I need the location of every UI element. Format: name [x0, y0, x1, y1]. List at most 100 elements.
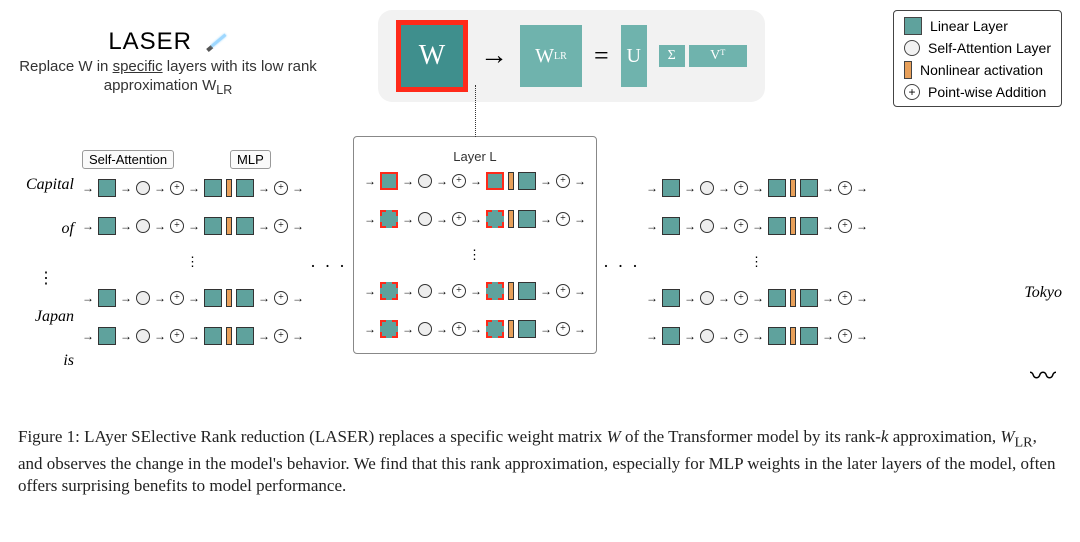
nonlinear-icon [508, 282, 514, 300]
self-attention-icon [418, 174, 432, 188]
self-attention-icon [700, 219, 714, 233]
pointwise-add-icon: + [904, 84, 920, 100]
legend-label-add: Point-wise Addition [928, 84, 1046, 100]
linear-layer-icon [800, 217, 818, 235]
pointwise-add-icon: + [556, 284, 570, 298]
arrow-icon: → [540, 322, 552, 337]
arrow-icon: → [752, 219, 764, 234]
arrow-icon: → [574, 212, 586, 227]
output-waveform-icon: 〰 [1030, 356, 1056, 393]
VT-label: Vᵀ [710, 48, 725, 64]
vdots: ⋮ [364, 243, 586, 267]
self-attention-icon [136, 291, 150, 305]
pointwise-add-icon: + [274, 291, 288, 305]
linear-layer-icon [800, 289, 818, 307]
WLR-label: W [535, 45, 554, 68]
U-label: U [626, 45, 640, 68]
linear-layer-icon [236, 179, 254, 197]
legend-row-add: + Point-wise Addition [904, 84, 1051, 100]
arrow-icon: → [436, 284, 448, 299]
arrow-icon: → [258, 291, 270, 306]
arrow-icon: → [402, 284, 414, 299]
arrow-icon: → [364, 284, 376, 299]
arrow-icon: → [258, 219, 270, 234]
Sigma-matrix: Σ [659, 45, 685, 67]
linear-layer-icon [662, 217, 680, 235]
U-matrix: U [621, 25, 647, 87]
arrow-icon: → [856, 219, 868, 234]
arrow-icon: → [436, 212, 448, 227]
linear-layer-icon [518, 172, 536, 190]
arrow-icon: → [82, 219, 94, 234]
arrow-icon: → [574, 322, 586, 337]
linear-layer-icon [204, 179, 222, 197]
subtitle-underlined: specific [113, 58, 163, 75]
arrow-icon: → [718, 291, 730, 306]
arrow-icon: → [364, 212, 376, 227]
linear-layer-icon [98, 289, 116, 307]
arrow-icon: → [188, 291, 200, 306]
linear-layer-icon [518, 320, 536, 338]
linear-layer-icon [204, 327, 222, 345]
arrow-icon: → [470, 284, 482, 299]
caption-WLR: W [1000, 427, 1014, 446]
laser-title-block: LASER Replace W in specific layers with … [18, 10, 318, 98]
arrow-icon: → [120, 181, 132, 196]
arrow-icon: → [258, 181, 270, 196]
arrow-icon: → [856, 329, 868, 344]
self-attention-icon [418, 212, 432, 226]
layer-block-1: Self-AttentionMLP→→→+→→+→→→→+→→+→⋮→→→+→→… [82, 136, 304, 350]
layer-blocks-row: Self-AttentionMLP→→→+→→+→→→→+→→+→⋮→→→+→→… [82, 136, 1002, 416]
arrow-icon: → [120, 291, 132, 306]
nonlinear-icon [226, 179, 232, 197]
arrow-icon: → [684, 291, 696, 306]
WLR-sub: LR [554, 51, 567, 62]
linear-layer-icon [380, 282, 398, 300]
caption-laser: LASER [315, 427, 369, 446]
sa-mlp-labels: Self-AttentionMLP [82, 150, 271, 169]
pointwise-add-icon: + [170, 291, 184, 305]
pointwise-add-icon: + [170, 181, 184, 195]
arrow-icon: → [82, 181, 94, 196]
linear-layer-icon [800, 327, 818, 345]
arrow-icon: → [540, 174, 552, 189]
arrow-icon: → [292, 291, 304, 306]
nonlinear-icon [904, 61, 912, 79]
legend-label-attn: Self-Attention Layer [928, 40, 1051, 56]
arrow-icon: → [364, 174, 376, 189]
arrow-icon: → [188, 181, 200, 196]
subtitle-sub: LR [216, 83, 232, 97]
arrow-icon: → [718, 181, 730, 196]
nonlinear-icon [790, 179, 796, 197]
arrow-icon: → [436, 174, 448, 189]
linear-layer-icon [486, 282, 504, 300]
arrow-icon: → [718, 219, 730, 234]
legend-label-nonlin: Nonlinear activation [920, 62, 1043, 78]
arrow-icon: → [574, 174, 586, 189]
mlp-label: MLP [230, 150, 271, 169]
arrow-icon: → [646, 329, 658, 344]
W-matrix: W [396, 20, 468, 92]
linear-layer-icon [662, 179, 680, 197]
arrow-icon: → [188, 329, 200, 344]
pointwise-add-icon: + [556, 174, 570, 188]
arrow-icon: → [822, 219, 834, 234]
caption-WLR-sub: LR [1015, 434, 1033, 450]
arrow-icon: → [154, 181, 166, 196]
arrow-icon: → [646, 291, 658, 306]
legend-row-attn: Self-Attention Layer [904, 40, 1051, 56]
linear-layer-icon [236, 217, 254, 235]
transformer-row: →→→+→→+→ [646, 174, 868, 202]
input-token-labels: Capital of ⋮ Japan is [18, 176, 74, 380]
arrow-icon: → [480, 40, 508, 72]
layer-L-frame: Layer L →→→+→→+→→→→+→→+→⋮→→→+→→+→→→→+→→+… [353, 136, 597, 354]
token-japan: Japan [18, 308, 74, 336]
arrow-icon: → [82, 291, 94, 306]
self-attention-icon [418, 322, 432, 336]
nonlinear-icon [508, 320, 514, 338]
nonlinear-icon [790, 327, 796, 345]
pointwise-add-icon: + [274, 181, 288, 195]
caption-mid3: approximation, [888, 427, 1000, 446]
figure-caption: Figure 1: LAyer SElective Rank reduction… [18, 426, 1062, 498]
ellipsis-2: · · · [603, 136, 640, 277]
